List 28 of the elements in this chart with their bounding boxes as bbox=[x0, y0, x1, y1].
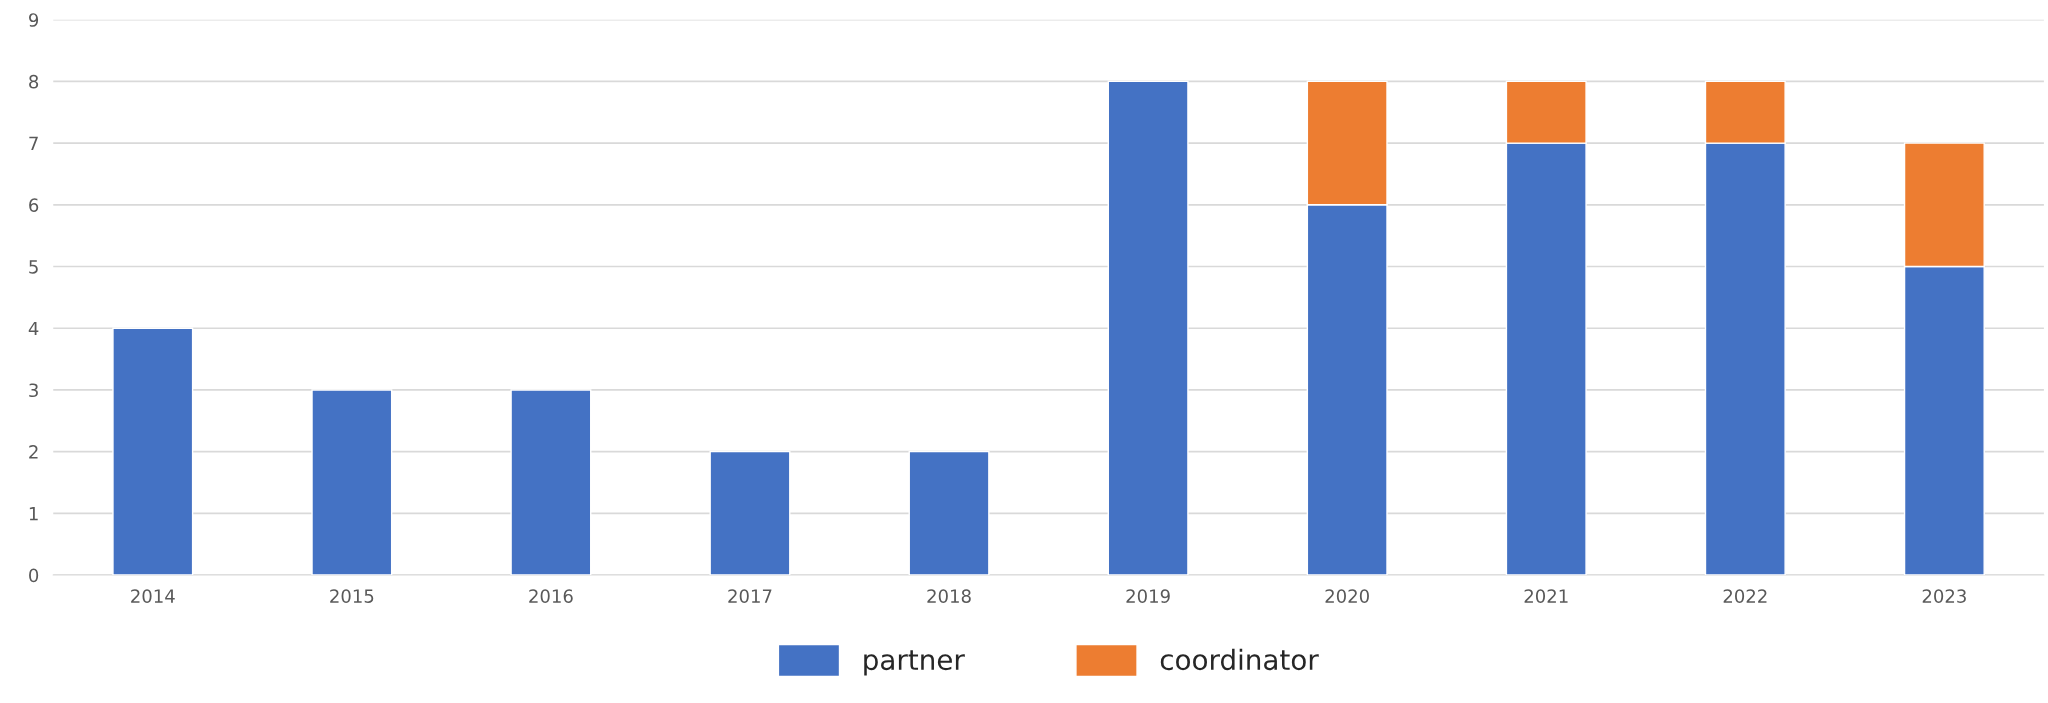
x-tick-label: 2015 bbox=[330, 589, 374, 603]
x-tick-label: 2022 bbox=[1723, 589, 1767, 603]
y-tick-label: 7 bbox=[29, 136, 38, 150]
x-tick-label: 2018 bbox=[927, 589, 971, 603]
x-tick-label: 2019 bbox=[1126, 589, 1170, 603]
y-tick-label: 5 bbox=[29, 260, 38, 274]
y-tick-label: 6 bbox=[29, 198, 39, 212]
bar bbox=[1107, 80, 1189, 576]
x-tick-label: 2021 bbox=[1524, 589, 1568, 603]
x-tick-label: 2020 bbox=[1325, 589, 1369, 603]
bar bbox=[709, 450, 791, 576]
legend-label: coordinator bbox=[1160, 648, 1319, 671]
x-tick-label: 2017 bbox=[728, 589, 772, 603]
legend-label: partner bbox=[864, 650, 965, 676]
y-tick-label: 0 bbox=[29, 568, 39, 583]
bar bbox=[510, 389, 592, 576]
bar bbox=[112, 327, 194, 576]
x-tick-label: 2014 bbox=[131, 589, 175, 603]
y-tick-label: 9 bbox=[29, 13, 39, 27]
x-tick-label: 2023 bbox=[1922, 589, 1966, 603]
y-tick-label: 2 bbox=[29, 445, 38, 459]
y-tick-label: 4 bbox=[28, 321, 39, 336]
bar bbox=[311, 389, 393, 576]
y-tick-label: 8 bbox=[29, 74, 39, 89]
bar bbox=[908, 450, 990, 576]
y-tick-label: 3 bbox=[29, 383, 38, 398]
y-tick-label: 1 bbox=[29, 507, 38, 521]
x-tick-label: 2016 bbox=[529, 589, 573, 603]
